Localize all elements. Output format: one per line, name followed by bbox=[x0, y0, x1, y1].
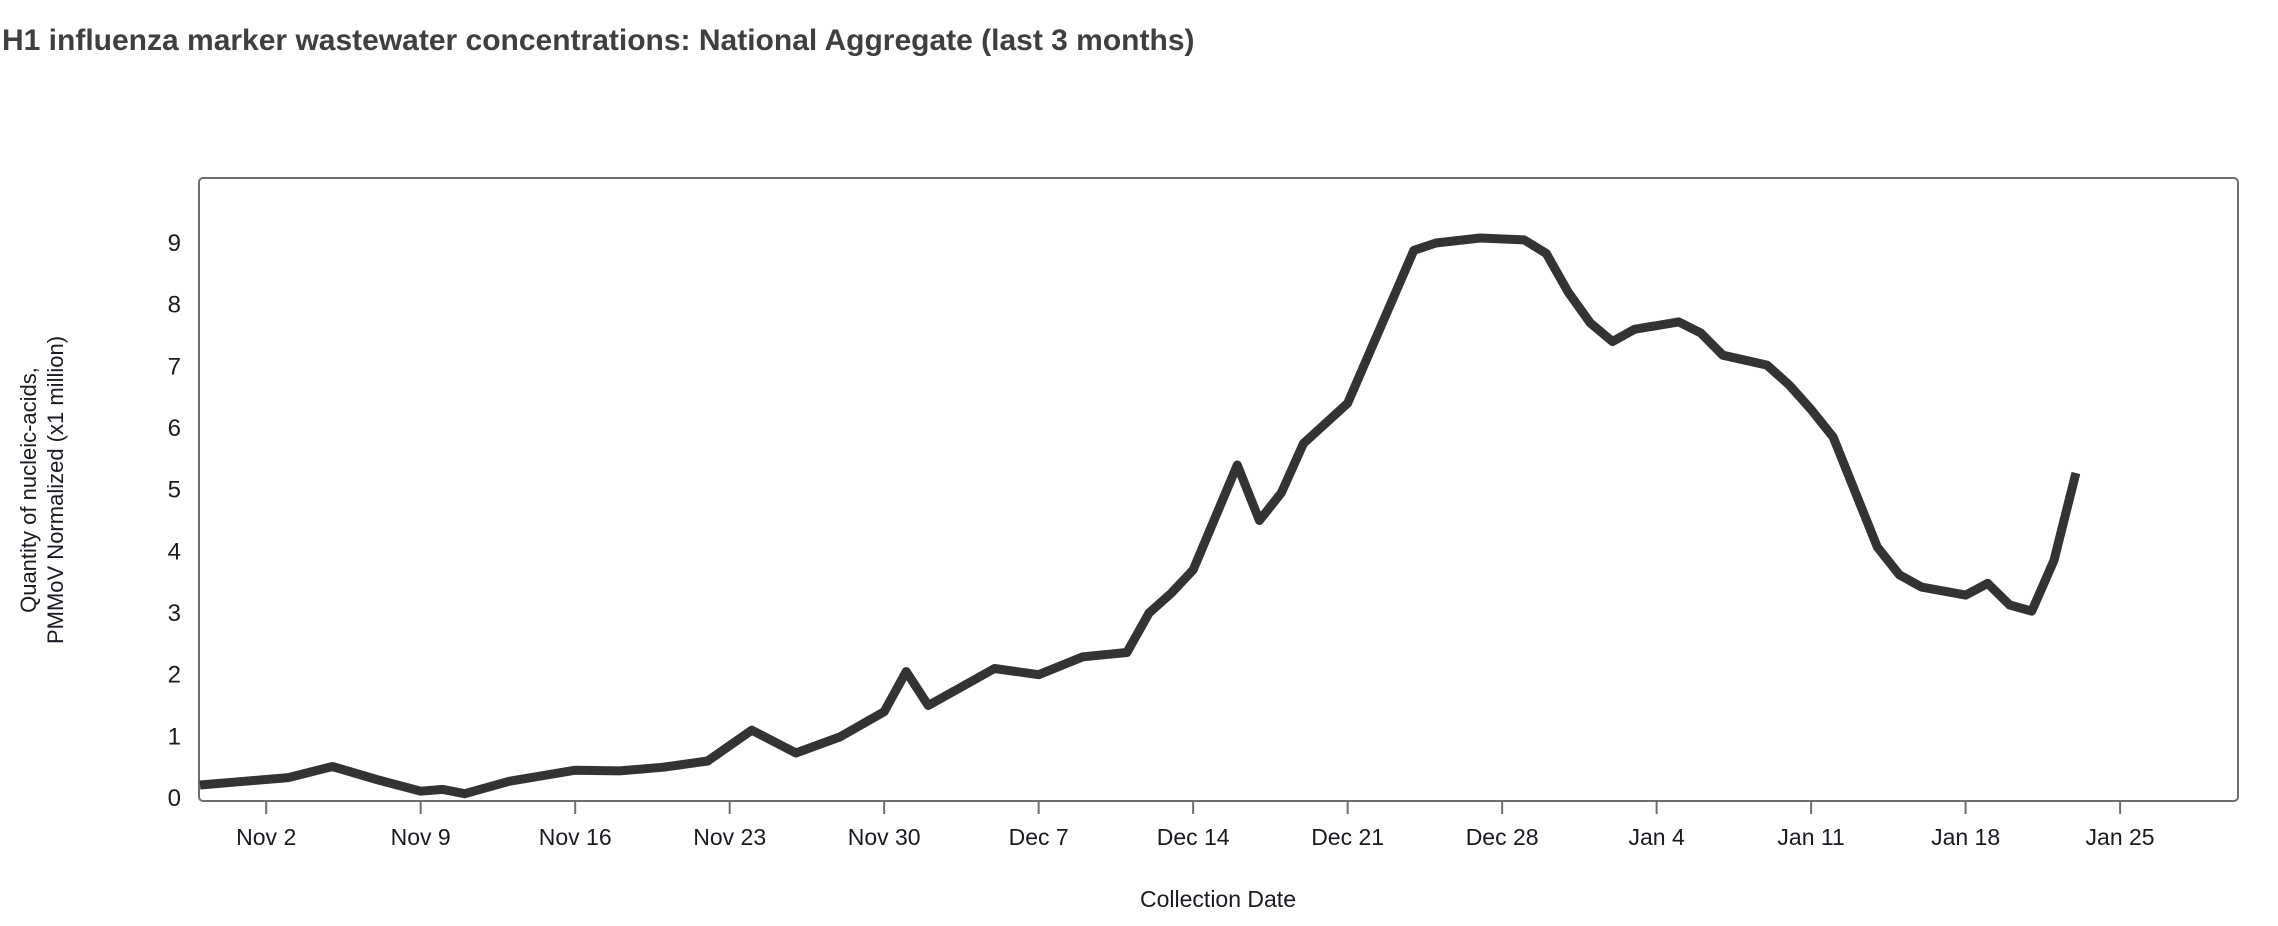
x-tick-label: Dec 28 bbox=[1466, 824, 1539, 850]
x-tick-label: Nov 16 bbox=[539, 824, 612, 850]
x-tick-label: Dec 7 bbox=[1009, 824, 1069, 850]
x-tick-label: Dec 14 bbox=[1157, 824, 1230, 850]
x-tick-label: Nov 9 bbox=[391, 824, 451, 850]
y-tick-label: 8 bbox=[168, 292, 181, 319]
y-tick-label: 1 bbox=[168, 723, 181, 750]
y-tick-label: 0 bbox=[168, 785, 181, 812]
x-axis-label: Collection Date bbox=[1140, 886, 1296, 912]
x-tick-label: Jan 25 bbox=[2086, 824, 2155, 850]
y-tick-label: 6 bbox=[168, 415, 181, 442]
chart-title: H1 influenza marker wastewater concentra… bbox=[2, 24, 1195, 57]
series-line bbox=[199, 233, 2081, 799]
y-tick-label: 7 bbox=[168, 353, 181, 380]
x-tick-label: Jan 11 bbox=[1777, 824, 1844, 850]
x-tick-label: Jan 4 bbox=[1628, 824, 1684, 850]
y-tick-label: 4 bbox=[168, 538, 181, 565]
x-tick-label: Dec 21 bbox=[1311, 824, 1384, 850]
y-tick-label: 9 bbox=[168, 230, 181, 257]
x-tick-label: Jan 18 bbox=[1931, 824, 2000, 850]
x-tick-label: Nov 30 bbox=[848, 824, 921, 850]
x-tick-label: Nov 23 bbox=[693, 824, 766, 850]
y-tick-label: 3 bbox=[168, 600, 181, 627]
x-tick-label: Nov 2 bbox=[236, 824, 296, 850]
plot-border bbox=[198, 177, 2239, 802]
y-tick-label: 5 bbox=[168, 477, 181, 504]
y-tick-label: 2 bbox=[168, 662, 181, 689]
